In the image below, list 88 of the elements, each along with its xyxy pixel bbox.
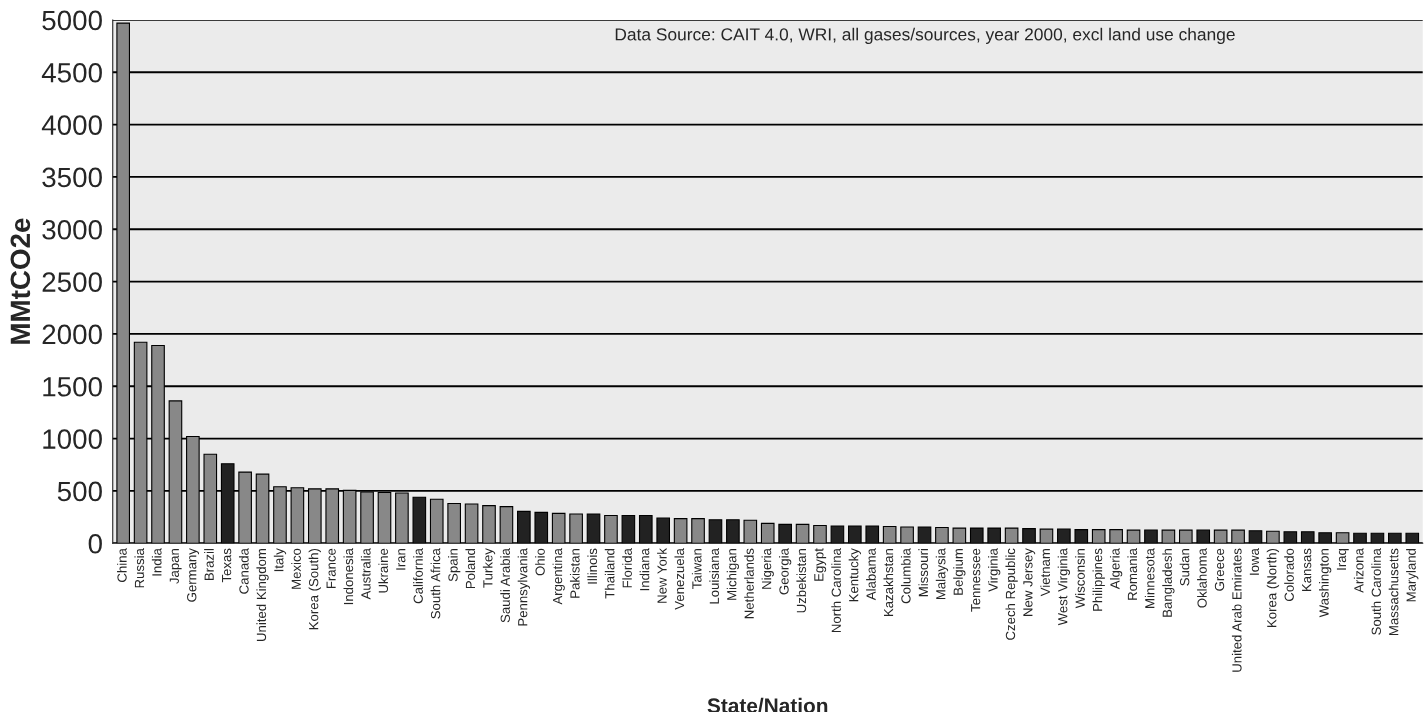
x-tick-label: Belgium: [953, 548, 966, 595]
x-tick-label: Japan: [169, 548, 182, 584]
x-tick-label: Iraq: [1336, 548, 1349, 570]
x-tick-label: Mexico: [291, 548, 301, 589]
y-tick-label: 0: [88, 533, 102, 554]
x-tick-label: Indonesia: [343, 548, 354, 605]
x-tick-label: Malaysia: [935, 548, 949, 600]
y-tick-label: 3000: [42, 219, 102, 240]
x-tick-label: California: [413, 548, 423, 604]
x-tick-label: Ukraine: [378, 548, 389, 593]
annotation: Data Source: CAIT 4.0, WRI, all gases/sources, year 2000, excl land use change: [615, 27, 1235, 44]
y-axis-title: MMtCO2e: [10, 218, 31, 344]
x-tick-label: Canada: [238, 548, 249, 594]
x-tick-label: Ohio: [535, 548, 545, 576]
x-tick-label: Michigan: [726, 548, 740, 600]
y-tick-label: 2000: [42, 324, 102, 345]
x-tick-label: New Jersey: [1023, 548, 1036, 616]
x-tick-label: Bangladesh: [1162, 548, 1175, 617]
x-tick-label: Maryland: [1406, 548, 1419, 602]
x-tick-label: Korea (South): [308, 548, 321, 630]
x-tick-label: Texas: [222, 548, 232, 583]
x-tick-label: Kansas: [1302, 548, 1312, 592]
x-tick-label: Korea (North): [1266, 548, 1280, 627]
y-tick-label: 2500: [42, 272, 102, 292]
x-tick-label: Iowa: [1249, 548, 1260, 575]
x-tick-label: Columbia: [900, 548, 911, 604]
y-tick-label: 500: [57, 481, 102, 502]
y-tick-label: 3500: [42, 167, 102, 188]
y-tick-label: 4500: [41, 62, 102, 83]
x-tick-label: Poland: [465, 548, 476, 589]
x-tick-label: Thailand: [604, 548, 615, 599]
x-tick-label: Sudan: [1179, 548, 1190, 586]
x-tick-label: Czech Republic: [1005, 548, 1018, 640]
x-tick-label: Nigeria: [761, 548, 774, 589]
x-tick-label: Kentucky: [848, 548, 861, 602]
x-tick-label: Louisiana: [709, 548, 720, 604]
y-tick-label: 5000: [42, 10, 102, 31]
x-tick-label: Russia: [134, 548, 145, 588]
x-tick-label: Florida: [622, 548, 632, 588]
x-tick-label: North Carolina: [831, 548, 841, 633]
x-tick-label: Pennsylvania: [517, 548, 530, 626]
x-tick-label: Colorado: [1284, 548, 1294, 601]
x-tick-label: Algeria: [1109, 548, 1123, 590]
x-tick-label: Egypt: [814, 548, 827, 581]
x-tick-label: Netherlands: [744, 548, 754, 619]
x-tick-label: Spain: [448, 548, 461, 582]
x-tick-label: Romania: [1127, 548, 1138, 600]
x-tick-label: Vietnam: [1040, 548, 1050, 597]
x-tick-label: France: [326, 548, 336, 589]
x-tick-label: Pakistan: [569, 548, 580, 598]
x-tick-label: South Africa: [430, 548, 441, 619]
x-tick-label: Greece: [1214, 548, 1225, 591]
x-tick-label: Massachusetts: [1388, 548, 1399, 636]
y-tick-label: 4000: [41, 115, 102, 135]
x-tick-label: Illinois: [587, 548, 598, 584]
x-tick-label: Missouri: [918, 549, 929, 597]
x-tick-label: Taiwan: [691, 548, 702, 589]
x-tick-label: Uzbekistan: [796, 548, 807, 613]
x-tick-label: Argentina: [552, 548, 565, 605]
x-tick-label: Australia: [360, 548, 371, 600]
x-tick-label: Washington: [1319, 548, 1332, 618]
y-tick-label: 1000: [43, 429, 102, 449]
x-tick-label: United Arab Emirates: [1231, 548, 1242, 672]
x-tick-label: Italy: [273, 548, 287, 572]
x-tick-label: Oklahoma: [1197, 548, 1207, 608]
x-tick-label: China: [117, 548, 127, 582]
x-tick-label: Brazil: [204, 549, 214, 581]
x-tick-label: Indiana: [639, 548, 650, 591]
y-tick-label: 1500: [43, 376, 102, 397]
x-tick-label: West Virginia: [1057, 548, 1071, 626]
x-tick-label: Minnesota: [1144, 548, 1155, 608]
x-tick-label: Georgia: [779, 548, 792, 595]
x-tick-label: United Kingdom: [256, 548, 269, 641]
x-tick-label: Iran: [396, 548, 406, 570]
x-tick-label: Tennessee: [971, 548, 981, 612]
x-tick-label: Saudi Arabia: [500, 548, 510, 623]
x-tick-label: Arizona: [1353, 548, 1364, 593]
x-tick-label: South Carolina: [1371, 548, 1381, 635]
x-tick-label: Germany: [187, 548, 200, 602]
x-tick-label: Kazakhstan: [883, 548, 894, 616]
x-tick-label: New York: [657, 548, 667, 603]
x-tick-label: Venezuela: [674, 548, 685, 610]
x-tick-label: Alabama: [866, 548, 876, 601]
x-tick-label: Wisconsin: [1075, 548, 1085, 609]
x-tick-label: Turkey: [482, 548, 496, 588]
x-tick-label: India: [151, 548, 162, 576]
x-tick-label: Philippines: [1092, 548, 1105, 611]
x-tick-label: Virginia: [988, 548, 1001, 592]
